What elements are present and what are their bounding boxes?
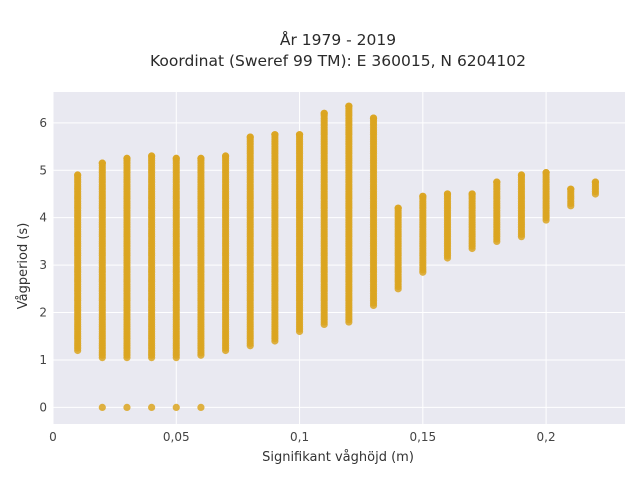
tick-labels: 0 0,05 0,1 0,15 0,2 0 1 2 3 4 5 6: [39, 116, 555, 444]
data-point: [148, 152, 156, 160]
data-point: [591, 178, 600, 186]
data-point: [493, 178, 501, 186]
y-axis-title: Vågperiod (s): [16, 223, 31, 310]
x-tick-label: 0,05: [163, 430, 190, 444]
data-point: [394, 204, 402, 212]
y-tick-label: 6: [39, 116, 47, 130]
y-tick-label: 4: [39, 211, 47, 225]
data-point: [197, 154, 205, 162]
data-point: [98, 159, 106, 167]
plot-area: [53, 92, 625, 424]
data-point: [271, 131, 279, 139]
x-tick-label: 0,2: [537, 430, 556, 444]
data-point: [246, 133, 254, 141]
data-point: [419, 192, 427, 200]
data-point: [98, 403, 106, 411]
y-tick-label: 5: [39, 163, 47, 177]
data-point: [468, 190, 476, 198]
data-point: [197, 403, 205, 411]
data-points: [74, 102, 600, 411]
data-point: [295, 131, 304, 139]
x-tick-label: 0,15: [409, 430, 436, 444]
data-point: [172, 154, 180, 162]
y-tick-label: 1: [39, 353, 47, 367]
x-axis-title: Signifikant våghöjd (m): [262, 450, 414, 465]
data-point: [567, 185, 575, 193]
data-point: [74, 171, 82, 179]
data-point: [345, 102, 353, 110]
y-tick-label: 3: [39, 258, 47, 272]
data-point: [320, 109, 328, 117]
data-point: [221, 152, 230, 160]
y-tick-label: 0: [39, 400, 47, 414]
data-point: [517, 171, 526, 179]
x-tick-label: 0,1: [290, 430, 309, 444]
data-point: [172, 403, 180, 411]
data-point: [542, 169, 550, 177]
data-point: [369, 114, 378, 122]
y-tick-label: 2: [39, 306, 47, 320]
x-tick-label: 0: [49, 430, 57, 444]
chart-title-line-1: År 1979 - 2019: [280, 30, 396, 49]
data-point: [123, 154, 131, 162]
data-point: [123, 403, 131, 411]
chart-title-line-2: Koordinat (Sweref 99 TM): E 360015, N 62…: [150, 52, 526, 70]
data-point: [148, 403, 156, 411]
data-point: [443, 190, 452, 198]
